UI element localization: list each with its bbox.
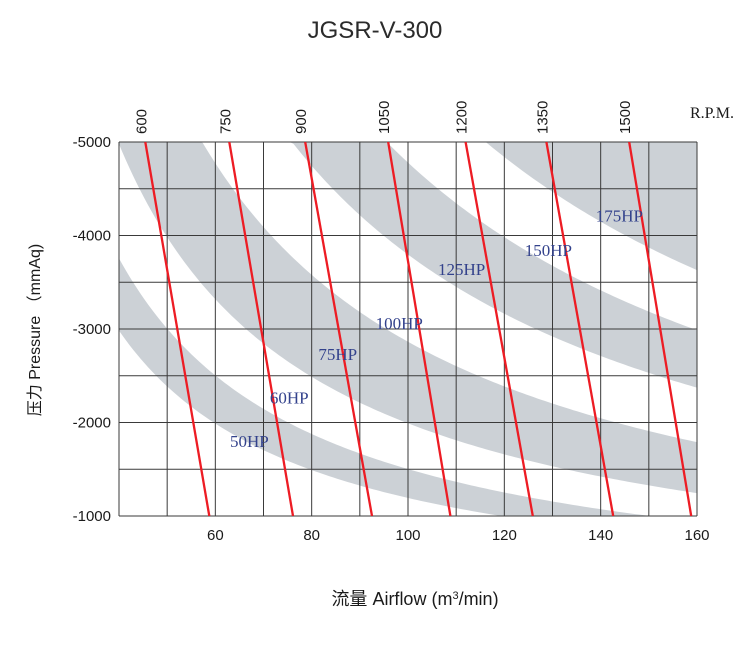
svg-text:75HP: 75HP — [318, 345, 357, 364]
svg-text:1500: 1500 — [617, 101, 634, 134]
svg-text:1350: 1350 — [534, 101, 551, 134]
svg-text:R.P.M.: R.P.M. — [690, 105, 734, 122]
svg-text:-1000: -1000 — [73, 508, 111, 525]
svg-text:60: 60 — [207, 527, 224, 544]
svg-text:JGSR-V-300: JGSR-V-300 — [308, 17, 443, 44]
svg-text:-5000: -5000 — [73, 134, 111, 151]
svg-text:750: 750 — [217, 109, 234, 134]
svg-text:80: 80 — [303, 527, 320, 544]
svg-text:1200: 1200 — [454, 101, 471, 134]
svg-text:900: 900 — [293, 109, 310, 134]
svg-text:150HP: 150HP — [525, 241, 572, 260]
svg-text:压力 Pressure （mmAq): 压力 Pressure （mmAq) — [26, 244, 44, 416]
svg-text:120: 120 — [492, 527, 517, 544]
svg-text:60HP: 60HP — [270, 389, 309, 408]
svg-text:140: 140 — [588, 527, 613, 544]
svg-text:100HP: 100HP — [376, 314, 423, 333]
svg-text:1050: 1050 — [376, 101, 393, 134]
svg-text:100: 100 — [395, 527, 420, 544]
svg-text:160: 160 — [684, 527, 709, 544]
svg-text:50HP: 50HP — [230, 432, 269, 451]
svg-text:-3000: -3000 — [73, 321, 111, 338]
svg-text:流量 Airflow (m3/min): 流量 Airflow (m3/min) — [331, 589, 498, 609]
svg-text:175HP: 175HP — [596, 206, 643, 225]
svg-text:600: 600 — [133, 109, 150, 134]
svg-text:-4000: -4000 — [73, 228, 111, 245]
svg-text:-2000: -2000 — [73, 415, 111, 432]
svg-text:125HP: 125HP — [438, 260, 485, 279]
